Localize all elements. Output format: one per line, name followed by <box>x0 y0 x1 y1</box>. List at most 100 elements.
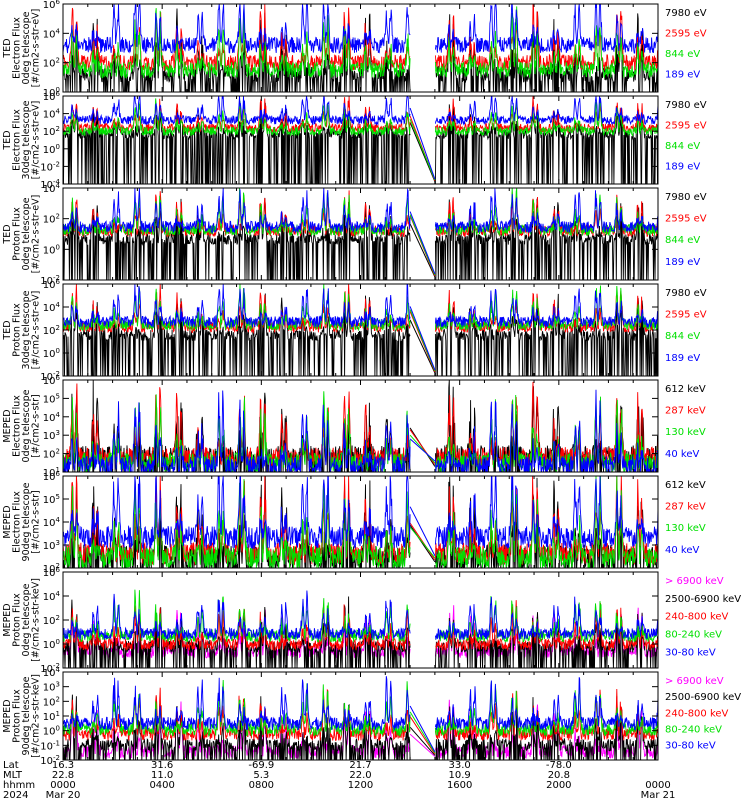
legend-entry: 2500-6900 keV <box>665 594 741 605</box>
y-tick-label: 100 <box>43 638 60 651</box>
y-tick-label: 104 <box>43 411 61 424</box>
series-line <box>63 4 658 72</box>
gap-connector <box>409 119 436 181</box>
y-axis-label: MEPED <box>2 409 13 442</box>
y-axis-label: [#/cm2-s-str-eV] <box>31 101 42 180</box>
gap-connector <box>409 214 436 276</box>
y-axis-label: 0deg telescope <box>21 197 32 270</box>
footer-value: 5.3 <box>253 770 269 781</box>
legend-entry: 7980 eV <box>665 288 707 299</box>
series-line <box>63 101 658 184</box>
y-axis-label: [#/cm2-s-str-eV] <box>31 9 42 88</box>
legend-entry: 130 keV <box>665 523 706 534</box>
y-tick-label: 102 <box>43 213 60 226</box>
y-tick-label: 102 <box>43 614 60 627</box>
y-axis-label: Proton Flux <box>12 593 23 647</box>
y-tick-label: 101 <box>43 466 60 479</box>
legend-entry: 287 keV <box>665 406 706 417</box>
y-axis-label: Electron Flux <box>12 395 23 457</box>
footer-value: 11.0 <box>151 770 173 781</box>
y-axis-label: 0deg telescope <box>21 389 32 462</box>
y-axis-label: Electron Flux <box>12 109 23 171</box>
series-line <box>63 4 658 79</box>
y-axis-label: 0deg telescope <box>21 11 32 84</box>
y-tick-label: 106 <box>43 278 61 291</box>
footer-value: 21.7 <box>349 760 371 771</box>
y-axis-label: 0deg telescope <box>21 583 32 656</box>
gap-connector <box>409 107 436 180</box>
y-tick-label: 106 <box>43 566 61 579</box>
footer-value: 22.8 <box>52 770 74 781</box>
series-line <box>63 4 658 55</box>
plot-area <box>63 676 658 760</box>
y-tick-label: 10-2 <box>40 370 60 383</box>
gap-connector <box>409 526 436 559</box>
legend-entry: 189 eV <box>665 353 700 364</box>
y-axis-label: MEPED <box>2 699 13 732</box>
series-line <box>63 188 658 234</box>
series-line <box>63 96 658 135</box>
legend-entry: 40 keV <box>665 449 699 460</box>
y-tick-label: 104 <box>43 27 61 40</box>
legend-entry: 80-240 keV <box>665 630 722 641</box>
footer-row-label: 2024 <box>3 790 28 800</box>
y-axis-label: TED <box>2 320 13 340</box>
footer-row-label: MLT <box>3 770 23 781</box>
y-axis-label: [#/cm2-s-str-eV] <box>31 195 42 274</box>
legend-entry: > 6900 keV <box>665 576 724 587</box>
legend-entry: 844 eV <box>665 235 700 246</box>
y-axis-label: Proton Flux <box>12 207 23 261</box>
plot-area <box>63 589 658 668</box>
legend-entry: 7980 eV <box>665 192 707 203</box>
y-tick-label: 103 <box>43 539 60 552</box>
y-tick-label: 102 <box>43 562 60 575</box>
gap-connector <box>409 438 436 462</box>
y-tick-label: 100 <box>43 243 60 256</box>
series-line <box>63 380 658 472</box>
footer-value: -78.0 <box>546 760 572 771</box>
footer-value: 22.0 <box>349 770 371 781</box>
legend-entry: 2595 eV <box>665 214 707 225</box>
legend-entry: 30-80 keV <box>665 647 716 658</box>
gap-connector <box>409 716 436 755</box>
y-tick-label: 105 <box>43 392 60 405</box>
series-line <box>63 476 658 551</box>
y-tick-label: 100 <box>43 725 60 738</box>
y-axis-label: 30deg telescope <box>21 100 32 179</box>
footer-row-label: hhmm <box>3 780 35 791</box>
y-tick-label: 102 <box>43 324 60 337</box>
y-tick-label: 100 <box>43 143 60 156</box>
legend-entry: 7980 eV <box>665 8 707 19</box>
plot-area <box>63 380 658 472</box>
legend-entry: 612 keV <box>665 384 706 395</box>
legend-entry: 2595 eV <box>665 121 707 132</box>
y-tick-label: 104 <box>43 590 61 603</box>
y-tick-label: 102 <box>43 448 60 461</box>
legend-entry: 2595 eV <box>665 29 707 40</box>
y-axis-label: MEPED <box>2 603 13 636</box>
footer-value: Mar 21 <box>641 790 676 800</box>
legend-entry: 189 eV <box>665 70 700 81</box>
legend-entry: 844 eV <box>665 331 700 342</box>
y-axis-label: [#/cm2-s-str-keV] <box>31 578 42 662</box>
footer-value: 33.0 <box>449 760 471 771</box>
series-line <box>63 600 658 652</box>
y-axis-label: [#/cm2-s-str-keV] <box>31 674 42 758</box>
legend-entry: 80-240 keV <box>665 725 722 736</box>
y-axis-label: [#/cm2-s-str-eV] <box>31 291 42 370</box>
gap-connector <box>409 524 436 563</box>
footer-value: 0000 <box>645 780 670 791</box>
footer-value: 31.6 <box>151 760 173 771</box>
y-axis-label: TED <box>2 38 13 58</box>
series-line <box>63 96 658 127</box>
series-line <box>63 284 658 329</box>
legend-entry: 2500-6900 keV <box>665 692 741 703</box>
y-axis-label: [#/cm2-s-str] <box>31 490 42 553</box>
legend-entry: 240-800 keV <box>665 708 729 719</box>
y-tick-label: 10-2 <box>40 754 60 767</box>
y-axis-label: TED <box>2 224 13 244</box>
gap-connector <box>409 705 436 753</box>
